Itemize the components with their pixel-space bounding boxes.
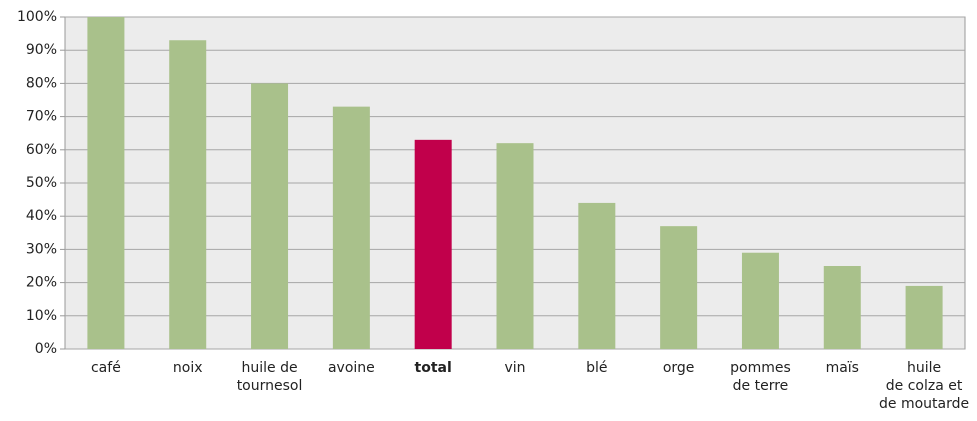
y-tick-label: 70% — [26, 109, 57, 125]
bar — [251, 83, 289, 350]
bar — [332, 106, 370, 349]
y-tick-label: 100% — [17, 9, 57, 25]
x-tick-label: huile de colza et de moutarde — [879, 360, 969, 412]
x-tick-label: maïs — [826, 360, 859, 376]
y-tick-label: 60% — [26, 142, 57, 158]
bar — [578, 202, 616, 349]
y-tick-label: 50% — [26, 175, 57, 191]
y-tick-label: 0% — [35, 341, 57, 357]
x-tick-label: café — [91, 360, 121, 376]
bar — [741, 252, 779, 349]
bar — [496, 143, 534, 349]
x-tick-label: total — [415, 360, 452, 376]
bar — [823, 266, 861, 349]
x-tick-label: noix — [173, 360, 203, 376]
y-tick-label: 90% — [26, 42, 57, 58]
bar — [905, 285, 943, 349]
bar — [414, 139, 452, 349]
y-tick-label: 40% — [26, 208, 57, 224]
x-tick-label: blé — [586, 360, 607, 376]
bar — [660, 226, 698, 349]
y-tick-label: 80% — [26, 75, 57, 91]
y-tick-label: 20% — [26, 275, 57, 291]
bar — [169, 40, 207, 350]
bar — [87, 17, 125, 349]
x-tick-label: huile de tournesol — [237, 360, 303, 394]
y-tick-label: 30% — [26, 241, 57, 257]
x-tick-label: orge — [663, 360, 695, 376]
x-tick-label: pommes de terre — [730, 360, 791, 394]
x-tick-label: vin — [504, 360, 525, 376]
x-tick-label: avoine — [328, 360, 375, 376]
y-tick-label: 10% — [26, 308, 57, 324]
